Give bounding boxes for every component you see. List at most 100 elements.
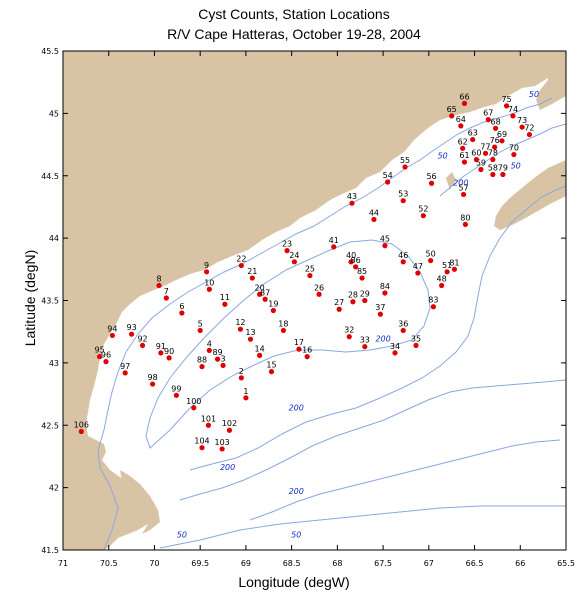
station-48-marker[interactable] xyxy=(439,282,445,289)
station-90-marker[interactable] xyxy=(166,355,172,361)
station-101-marker[interactable] xyxy=(205,422,212,428)
station-37-marker[interactable] xyxy=(377,311,383,317)
station-41-marker[interactable] xyxy=(331,244,337,250)
contour-200-basin xyxy=(145,239,431,449)
station-21-marker[interactable] xyxy=(249,275,255,281)
station-10-marker[interactable] xyxy=(206,286,212,292)
station-103-marker[interactable] xyxy=(219,446,225,452)
station-85-marker[interactable] xyxy=(359,275,365,281)
station-52-marker[interactable] xyxy=(420,213,426,219)
station-14-marker[interactable] xyxy=(257,352,263,358)
station-73-marker[interactable] xyxy=(519,124,525,130)
station-94-marker[interactable] xyxy=(109,332,115,339)
station-9-label: 9 xyxy=(204,261,209,270)
station-77-marker[interactable] xyxy=(482,150,489,156)
station-45-marker[interactable] xyxy=(382,243,388,249)
station-2-marker[interactable] xyxy=(238,375,244,381)
station-102-marker[interactable] xyxy=(226,427,233,433)
station-20-marker[interactable] xyxy=(257,291,263,297)
station-53-marker[interactable] xyxy=(400,198,406,204)
station-18-marker[interactable] xyxy=(280,327,287,334)
station-92-marker[interactable] xyxy=(139,342,146,349)
station-80-marker[interactable] xyxy=(462,221,468,228)
station-59-marker[interactable] xyxy=(478,166,484,173)
station-99-marker[interactable] xyxy=(173,392,180,398)
station-66-marker[interactable] xyxy=(461,100,468,106)
station-98-marker[interactable] xyxy=(150,381,156,387)
station-23-marker[interactable] xyxy=(284,248,290,254)
station-43-marker[interactable] xyxy=(349,200,355,206)
station-64-marker[interactable] xyxy=(458,123,464,129)
station-12-marker[interactable] xyxy=(237,326,244,332)
station-19-marker[interactable] xyxy=(270,307,276,314)
station-65-marker[interactable] xyxy=(449,113,455,119)
station-5-marker[interactable] xyxy=(197,327,203,334)
station-74-marker[interactable] xyxy=(510,113,516,119)
station-54-marker[interactable] xyxy=(385,179,391,185)
station-96-marker[interactable] xyxy=(103,359,109,365)
station-69-marker[interactable] xyxy=(499,138,505,144)
station-44-marker[interactable] xyxy=(371,216,377,223)
station-72-marker[interactable] xyxy=(526,131,533,138)
station-11-marker[interactable] xyxy=(222,301,228,307)
station-60-marker[interactable] xyxy=(473,156,479,163)
station-7-marker[interactable] xyxy=(163,295,169,301)
station-68-marker[interactable] xyxy=(492,125,499,131)
station-61-marker[interactable] xyxy=(461,159,468,165)
station-86-marker[interactable] xyxy=(353,264,359,270)
station-87-marker[interactable] xyxy=(262,296,268,302)
station-67-marker[interactable] xyxy=(485,117,491,123)
station-79-marker[interactable] xyxy=(500,171,506,178)
station-106-marker[interactable] xyxy=(78,428,84,435)
station-13-marker[interactable] xyxy=(247,336,254,342)
station-62-marker[interactable] xyxy=(460,145,466,151)
station-1-marker[interactable] xyxy=(243,395,249,401)
station-32-marker[interactable] xyxy=(346,334,352,340)
station-70-marker[interactable] xyxy=(511,151,517,158)
station-24-marker[interactable] xyxy=(291,259,297,265)
station-25-marker[interactable] xyxy=(307,272,313,279)
station-75-marker[interactable] xyxy=(503,103,510,109)
station-56-marker[interactable] xyxy=(428,180,435,186)
station-47-marker[interactable] xyxy=(415,270,421,276)
station-57-marker[interactable] xyxy=(460,191,467,198)
station-17-marker[interactable] xyxy=(296,346,302,352)
station-55-marker[interactable] xyxy=(402,164,408,170)
station-58-marker[interactable] xyxy=(490,171,496,178)
station-91-marker[interactable] xyxy=(158,350,164,356)
station-89-marker[interactable] xyxy=(214,356,221,362)
station-8-marker[interactable] xyxy=(156,282,162,289)
station-84-marker[interactable] xyxy=(382,290,388,296)
station-104-marker[interactable] xyxy=(199,445,205,451)
station-3-marker[interactable] xyxy=(220,362,226,368)
station-33-marker[interactable] xyxy=(362,344,368,350)
station-27-marker[interactable] xyxy=(336,306,342,312)
station-88-marker[interactable] xyxy=(199,364,205,370)
station-9-marker[interactable] xyxy=(203,269,210,275)
station-15-marker[interactable] xyxy=(268,369,275,375)
station-76-marker[interactable] xyxy=(492,144,498,150)
station-6-marker[interactable] xyxy=(179,310,185,316)
station-97-marker[interactable] xyxy=(122,370,128,376)
station-34-marker[interactable] xyxy=(392,350,398,356)
station-95-marker[interactable] xyxy=(96,354,103,360)
station-28-marker[interactable] xyxy=(350,299,356,305)
station-78-marker[interactable] xyxy=(490,156,496,163)
station-93-marker[interactable] xyxy=(128,331,135,337)
station-81-marker[interactable] xyxy=(451,266,458,272)
station-51-marker[interactable] xyxy=(444,269,450,275)
station-36-marker[interactable] xyxy=(400,327,406,334)
station-4-marker[interactable] xyxy=(206,347,212,353)
station-100-marker[interactable] xyxy=(191,405,197,411)
station-22-marker[interactable] xyxy=(238,262,244,269)
station-55-label: 55 xyxy=(400,156,410,165)
station-26-marker[interactable] xyxy=(316,291,322,297)
station-29-marker[interactable] xyxy=(362,297,368,304)
station-40-marker[interactable] xyxy=(348,259,354,265)
station-50-marker[interactable] xyxy=(428,257,434,264)
station-46-marker[interactable] xyxy=(400,259,406,265)
station-35-marker[interactable] xyxy=(413,342,419,349)
station-83-marker[interactable] xyxy=(430,304,436,310)
station-16-marker[interactable] xyxy=(304,354,310,360)
station-63-marker[interactable] xyxy=(470,136,476,143)
